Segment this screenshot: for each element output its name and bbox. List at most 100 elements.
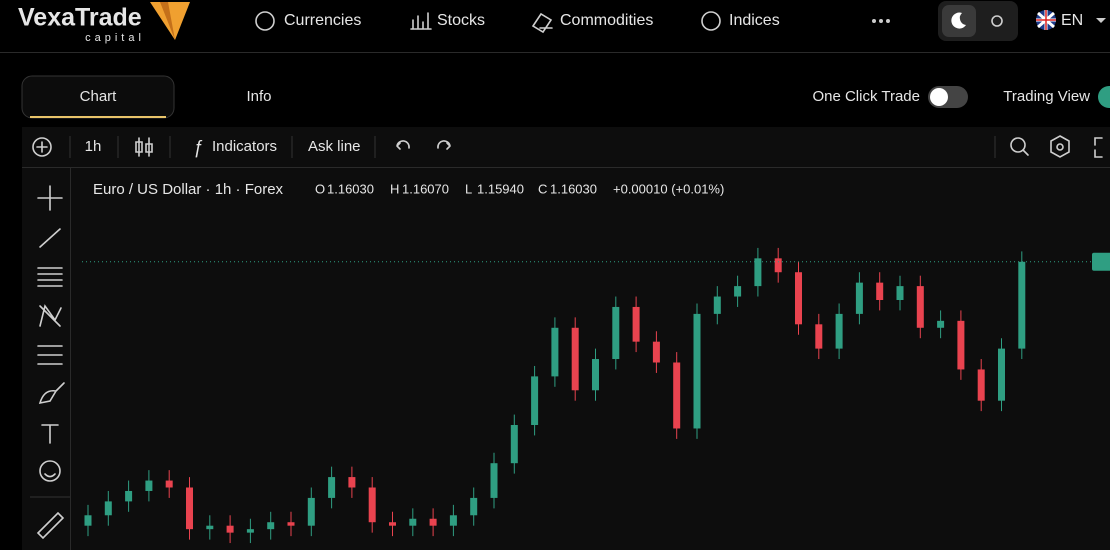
candles-icon[interactable] [135, 137, 153, 157]
flag-red [1036, 10, 1056, 30]
nav-item[interactable]: Commodities [560, 12, 653, 29]
fullscreen-icon[interactable] [1094, 137, 1103, 158]
candle-body [287, 522, 295, 526]
candle-body [206, 525, 214, 530]
candle-body [490, 463, 498, 498]
candle-body [246, 529, 254, 533]
candle-body [835, 313, 843, 349]
candle-body [693, 313, 701, 429]
candle-body [470, 497, 478, 516]
toggle-knob [930, 88, 948, 106]
candle-body [815, 324, 823, 349]
commodities-icon [531, 12, 553, 34]
plot [82, 247, 1110, 544]
ohlc-label: C [538, 181, 547, 196]
candle-body [713, 296, 721, 314]
ohlc-value: 1.16070 [402, 181, 449, 196]
candle-body [429, 518, 437, 526]
ohlc-label: O [315, 181, 325, 196]
nav-item[interactable]: Indices [729, 12, 780, 29]
candle-body [409, 518, 417, 526]
indicators[interactable]: Indicators [212, 138, 277, 155]
candle-body [571, 327, 579, 391]
candle-body [307, 497, 315, 526]
candle-body [449, 515, 457, 526]
redo-icon[interactable] [437, 140, 451, 150]
candle-body [896, 286, 904, 300]
candle-body [226, 525, 234, 533]
candle-body [876, 282, 884, 300]
candle-body [774, 258, 782, 273]
drawing-tools[interactable] [36, 185, 65, 540]
moon-icon [951, 12, 966, 29]
candle-body [104, 501, 112, 516]
settings-center [1056, 143, 1064, 151]
candle-body [125, 490, 133, 502]
chart-title: Euro / US Dollar · 1h · Forex [93, 181, 284, 198]
nav-item[interactable]: Currencies [284, 12, 361, 29]
tab[interactable]: Chart [80, 88, 118, 105]
search-handle [1022, 149, 1029, 156]
candle-body [673, 362, 681, 429]
candle-body [937, 320, 945, 328]
candle-body [1018, 261, 1026, 349]
brand: VexaTrade [18, 4, 142, 32]
candle-body [348, 477, 356, 488]
stocks-icon [410, 12, 432, 30]
chart-panel [22, 127, 1110, 550]
candle-body [510, 425, 518, 464]
toolbar-separators [69, 136, 996, 158]
ask-line[interactable]: Ask line [308, 138, 361, 155]
add-icon[interactable] [32, 137, 52, 157]
candle-body [612, 306, 620, 360]
candle-body [957, 320, 965, 370]
candle-body [551, 327, 559, 377]
candle-body [267, 522, 275, 530]
interval[interactable]: 1h [85, 138, 102, 155]
candle-body [855, 282, 863, 314]
tab[interactable]: Info [246, 88, 271, 105]
candle-body [145, 480, 153, 491]
indices-icon [701, 11, 721, 31]
candle-body [998, 348, 1005, 401]
ohlc-value: 1.16030 [327, 181, 374, 196]
candle-body [368, 487, 376, 523]
add-icon-plus [36, 141, 48, 153]
search-icon[interactable] [1010, 137, 1026, 153]
ohlc-value: 1.15940 [477, 181, 524, 196]
change: +0.00010 (+0.01%) [613, 181, 724, 196]
toggle[interactable] [1098, 86, 1110, 108]
ohlc-value: 1.16030 [550, 181, 597, 196]
candle-body [165, 480, 173, 488]
toggle-label: One Click Trade [812, 88, 920, 105]
candle-body [977, 369, 985, 401]
logo-mark-shade [160, 2, 175, 40]
candle-body [531, 376, 539, 425]
candle-body [186, 487, 193, 530]
candle-body [592, 359, 599, 391]
candle-body [389, 522, 396, 526]
more-menu[interactable] [872, 19, 890, 23]
settings-icon[interactable] [1050, 135, 1070, 158]
undo-icon[interactable] [396, 140, 410, 150]
fx-icon: ƒ [193, 137, 203, 157]
price-tag [1092, 252, 1110, 271]
candle-body [916, 286, 924, 328]
sun-icon[interactable] [991, 15, 1003, 27]
candle-body [734, 286, 742, 297]
language[interactable]: EN [1061, 12, 1083, 29]
candle-body [328, 477, 336, 498]
nav-item[interactable]: Stocks [437, 12, 485, 29]
ohlc-label: L [465, 181, 472, 196]
candle-body [652, 341, 660, 363]
ohlc-legend: O 1.16030 H 1.16070 L 1.15940 C 1.16030 +0.00010… [315, 181, 724, 196]
brand-sub: capital [85, 32, 145, 44]
currencies-icon [255, 11, 275, 31]
candle-body [84, 515, 92, 526]
toggle-label: Trading View [1003, 88, 1090, 105]
language-caret[interactable] [1096, 18, 1106, 23]
ohlc-label: H [390, 181, 399, 196]
candle-body [795, 272, 802, 325]
